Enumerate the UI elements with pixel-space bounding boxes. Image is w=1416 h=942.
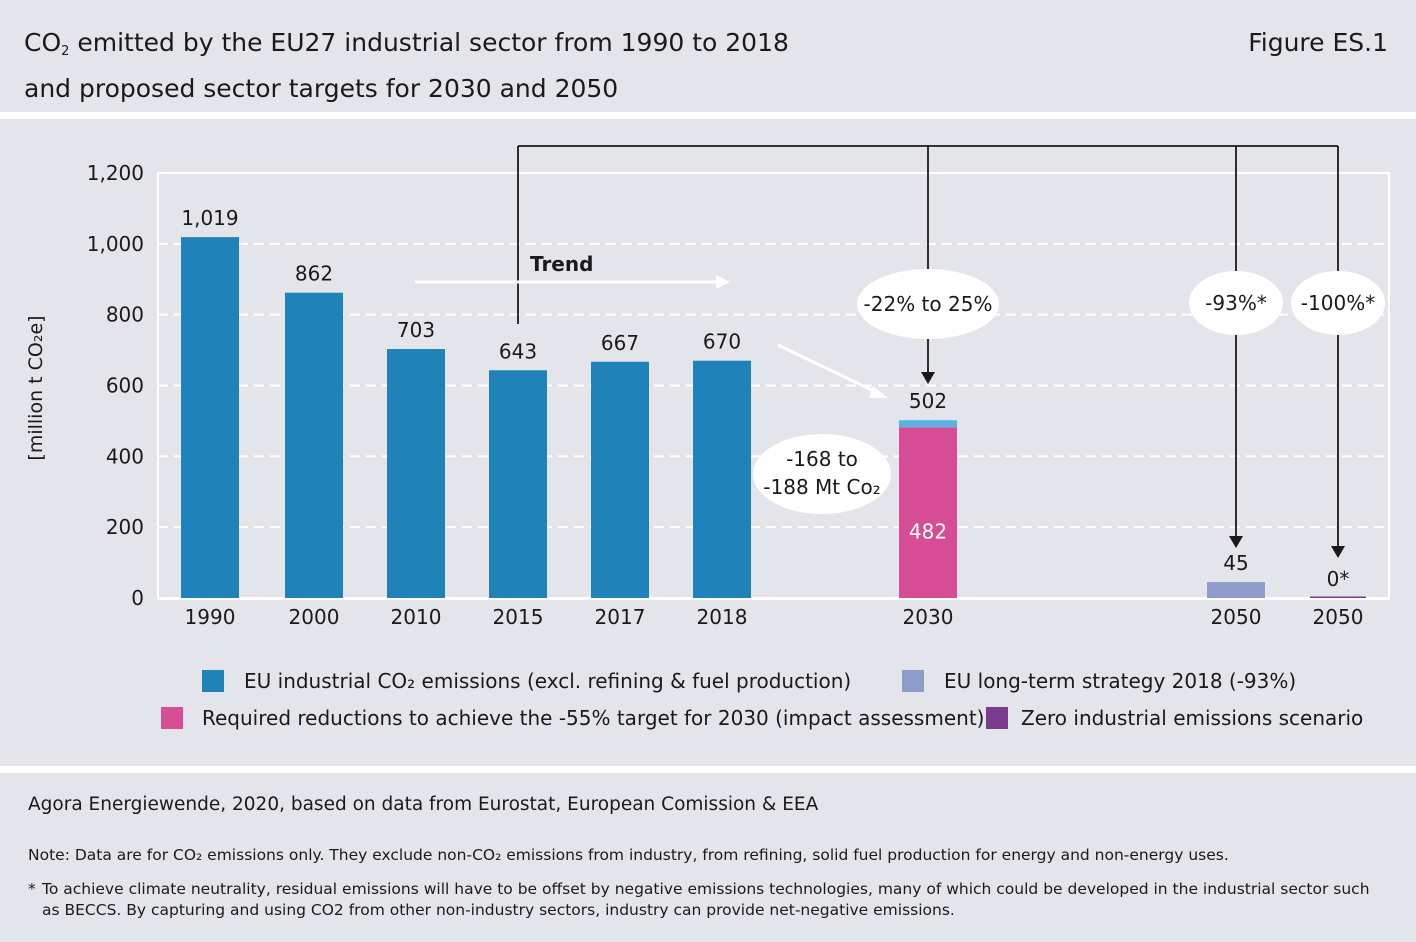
callout-gap-line2: -188 Mt Co₂ (763, 475, 880, 499)
y-tick-label: 0 (131, 586, 144, 610)
y-tick-label: 200 (106, 515, 144, 539)
data-label: 670 (703, 330, 741, 354)
figure-label: Figure ES.1 (1248, 28, 1388, 57)
title-subscript: 2 (61, 44, 70, 59)
separator-top (0, 112, 1416, 119)
bar (899, 427, 957, 598)
projection-arrowhead-icon (869, 386, 888, 398)
y-tick-label: 600 (106, 374, 144, 398)
arrowhead-2030-icon (921, 372, 935, 384)
footnote-mark: * (28, 880, 36, 898)
legend-item-industrial: EU industrial CO₂ emissions (excl. refin… (202, 669, 851, 693)
footnote: * To achieve climate neutrality, residua… (28, 879, 1378, 921)
data-label: 482 (909, 519, 947, 543)
x-tick-label: 1990 (185, 605, 236, 629)
bar (285, 292, 343, 598)
arrowhead-2050-lts-icon (1229, 536, 1243, 548)
trend-arrow (415, 275, 730, 289)
data-label: 862 (295, 262, 333, 286)
arrowhead-2050-zero-icon (1331, 546, 1345, 558)
y-axis-label: [million t CO₂e] (25, 315, 47, 460)
callout-2030 (857, 269, 999, 339)
x-tick-label: 2010 (391, 605, 442, 629)
callout-2050-lts (1189, 271, 1283, 335)
x-tick-label: 2000 (289, 605, 340, 629)
bar (899, 420, 957, 428)
legend-item-required: Required reductions to achieve the -55% … (161, 706, 984, 730)
x-tick-label: 2030 (903, 605, 954, 629)
bracket-arrowheads (921, 372, 1345, 558)
projection-arrow (777, 343, 888, 398)
x-tick-label: 2050 (1211, 605, 1262, 629)
trend-arrowhead-icon (716, 275, 730, 289)
y-axis-ticks: 0 200 400 600 800 1,000 1,200 (87, 161, 144, 610)
bar (693, 360, 751, 598)
data-label: 1,019 (181, 206, 238, 230)
header: CO2 emitted by the EU27 industrial secto… (0, 0, 1416, 112)
bar (489, 370, 547, 598)
legend-label: Zero industrial emissions scenario (1021, 706, 1363, 730)
legend-item-zero: Zero industrial emissions scenario (986, 706, 1363, 730)
y-tick-label: 400 (106, 444, 144, 468)
source-text: Agora Energiewende, 2020, based on data … (28, 794, 819, 815)
y-tick-label: 1,200 (87, 161, 144, 185)
title-co: CO (24, 28, 62, 57)
bar (1310, 596, 1366, 598)
legend-swatch (202, 670, 224, 692)
legend-label: EU industrial CO₂ emissions (excl. refin… (244, 669, 851, 693)
data-label: 703 (397, 318, 435, 342)
y-tick-label: 1,000 (87, 232, 144, 256)
legend-swatch (986, 707, 1008, 729)
bar (387, 349, 445, 598)
callout-gap (753, 434, 891, 514)
legend: EU industrial CO₂ emissions (excl. refin… (161, 669, 1363, 730)
bars (181, 237, 1366, 598)
callout-gap-line1: -168 to (786, 447, 858, 471)
legend-item-lts: EU long-term strategy 2018 (-93%) (902, 669, 1296, 693)
footnote-text: To achieve climate neutrality, residual … (42, 880, 1370, 919)
bar (1207, 582, 1265, 598)
x-axis-labels: 1990 2000 2010 2015 2017 2018 2030 2050 2050 (185, 605, 1364, 629)
note-text: Note: Data are for CO₂ emissions only. T… (28, 846, 1229, 864)
x-tick-label: 2018 (697, 605, 748, 629)
x-tick-label: 2050 (1313, 605, 1364, 629)
value-labels: 1,019 862 703 643 667 670 482 502 45 0* (181, 206, 1349, 591)
data-label: 667 (601, 331, 639, 355)
legend-label: Required reductions to achieve the -55% … (202, 706, 984, 730)
callout-2050-zero (1291, 271, 1385, 335)
separator-bottom (0, 766, 1416, 773)
title-line2: and proposed sector targets for 2030 and… (24, 74, 619, 103)
callout-2050-zero-text: -100%* (1301, 291, 1375, 315)
bar (181, 237, 239, 598)
trend-label: Trend (530, 252, 593, 276)
data-label: 0* (1327, 567, 1350, 591)
chart: 0 200 400 600 800 1,000 1,200 [million t CO₂e]… (25, 145, 1390, 730)
x-tick-label: 2017 (595, 605, 646, 629)
callout-2030-text: -22% to 25% (864, 292, 993, 316)
data-label: 45 (1223, 551, 1248, 575)
x-tick-label: 2015 (493, 605, 544, 629)
title-rest: emitted by the EU27 industrial sector fr… (69, 28, 789, 57)
data-label: 643 (499, 339, 537, 363)
legend-swatch (902, 670, 924, 692)
legend-swatch (161, 707, 183, 729)
bar (591, 361, 649, 598)
data-label: 502 (909, 389, 947, 413)
legend-label: EU long-term strategy 2018 (-93%) (944, 669, 1296, 693)
chart-title: CO2 emitted by the EU27 industrial secto… (24, 24, 789, 107)
callout-2050-lts-text: -93%* (1205, 291, 1267, 315)
y-tick-label: 800 (106, 303, 144, 327)
